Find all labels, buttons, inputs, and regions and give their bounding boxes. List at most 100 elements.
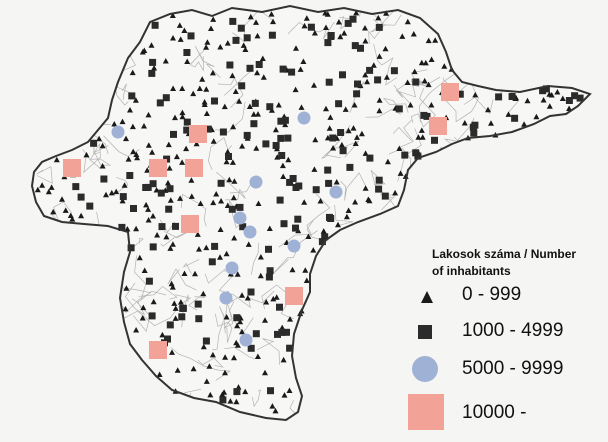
village-marker [48,184,55,190]
municipality-boundary [256,338,280,365]
legend-item-large-square: 10000 - [406,390,606,434]
village-marker [181,27,188,33]
municipality-boundary [586,146,590,171]
village-marker [192,270,198,277]
village-marker [559,95,566,101]
village-marker [533,113,540,120]
village-marker [428,102,435,108]
village-marker [352,199,359,205]
village-marker [188,177,195,183]
village-marker [53,156,60,163]
village-marker [342,106,349,112]
village-marker [286,387,293,393]
village-marker [59,196,65,202]
village-marker [351,102,358,108]
municipality-boundary [224,69,254,96]
village-marker [144,167,151,173]
village-marker [132,97,139,103]
municipality-boundary [368,14,402,44]
legend-title: Lakosok száma / Number of inhabitants [432,246,602,280]
municipality-boundary [418,176,445,209]
village-marker [139,49,146,55]
town-marker-10000-plus [63,159,81,177]
village-marker [376,53,383,59]
village-marker [301,22,308,29]
legend-title-line-1: Lakosok száma / Number [432,247,577,261]
village-marker [272,126,279,133]
village-marker [266,225,273,231]
settlement-marker-medium [272,142,280,149]
municipality-boundary [73,63,98,89]
settlement-marker-medium [375,23,383,31]
village-marker [257,254,264,260]
village-marker [311,82,317,88]
municipality-boundary [32,362,51,380]
village-marker [353,9,360,16]
municipality-boundary [204,268,226,284]
village-marker [257,272,264,279]
village-marker [343,213,350,220]
settlement-marker-medium [339,71,346,79]
settlement-marker-medium [339,147,347,155]
village-marker [234,322,241,329]
settlement-marker-medium [307,23,315,31]
settlement-marker-medium [219,396,227,404]
village-marker [184,58,191,64]
settlement-marker-medium [351,42,359,50]
village-marker [554,89,561,95]
village-marker [145,206,152,212]
village-marker [364,78,371,85]
village-marker [119,197,126,204]
settlement-marker-medium [156,99,164,107]
legend-item-circle: 5000 - 9999 [406,352,606,388]
settlement-marker-medium [226,61,234,69]
village-marker [419,134,426,140]
settlement-marker-medium [286,344,294,352]
village-marker [223,158,230,165]
town-marker-10000-plus [181,215,199,233]
village-marker [197,200,204,206]
municipality-boundary [382,97,409,113]
village-marker [231,178,238,184]
municipality-boundary [182,259,200,274]
village-marker [119,118,126,125]
municipality-boundary [301,330,320,360]
village-marker [140,304,147,311]
municipality-boundary [170,347,232,381]
village-marker [165,141,172,148]
village-marker [292,86,299,93]
settlement-marker-medium [237,24,245,32]
town-marker-5000-9999 [287,239,301,253]
village-marker [173,153,180,160]
legend-label-5000-9999: 5000 - 9999 [462,358,564,379]
settlement-marker-medium [326,213,333,221]
settlement-marker-medium [354,80,361,88]
village-marker [297,66,304,72]
village-marker [323,105,329,112]
village-marker [171,300,178,306]
circle-icon [412,356,438,382]
village-marker [254,32,261,39]
village-marker [399,33,406,39]
village-marker [167,245,174,251]
village-marker [242,388,249,395]
settlement-marker-medium [283,328,290,336]
settlement-marker-medium [279,65,287,73]
village-marker [234,271,241,277]
village-marker [362,150,369,156]
settlement-marker-medium [148,69,156,77]
settlement-marker-medium [470,129,478,137]
municipality-boundary [194,45,221,79]
settlement-marker-medium [312,186,320,194]
municipality-boundary [496,162,530,180]
village-marker [305,233,312,239]
town-marker-10000-plus [189,125,207,143]
village-marker [546,91,553,97]
municipality-boundary [340,172,368,201]
village-marker [407,102,414,108]
settlement-marker-medium [374,76,382,84]
village-marker [370,62,377,68]
town-marker-5000-9999 [239,333,253,347]
village-marker [566,105,573,111]
